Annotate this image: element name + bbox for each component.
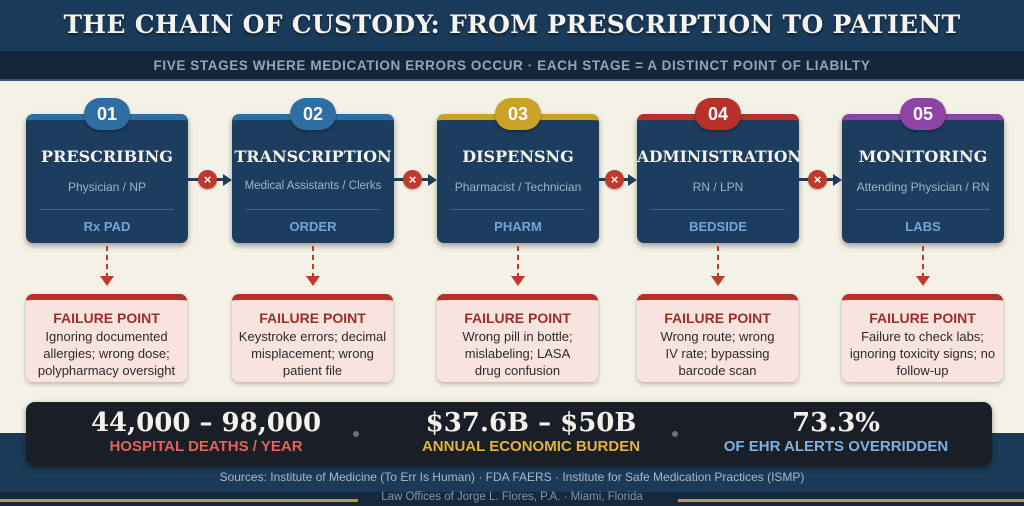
separator-dot	[353, 431, 359, 437]
stage-tag: PHARM	[494, 219, 542, 234]
connector-4-5: ×	[799, 170, 842, 189]
stage-card-prescribing: 01 PRESCRIBING Physician / NP Rx PAD	[26, 98, 188, 243]
stage-tag: BEDSIDE	[689, 219, 747, 234]
connector-2-3: ×	[394, 170, 437, 189]
firm-bar	[0, 492, 1024, 506]
stat-alerts: 73.3% OF EHR ALERTS OVERRIDDEN	[686, 408, 986, 456]
dashed-line	[922, 246, 924, 276]
stage-name: PRESCRIBING	[41, 147, 173, 166]
stat-deaths: 44,000 – 98,000 HOSPITAL DEATHS / YEAR	[56, 408, 356, 456]
dashed-line	[517, 246, 519, 276]
connector-3-4: ×	[599, 170, 637, 189]
divider	[246, 209, 380, 210]
stage-tag: Rx PAD	[83, 219, 131, 234]
dashed-line	[106, 246, 108, 276]
arrow-down-icon	[306, 276, 320, 286]
failure-text: Wrong pill in bottle; mislabeling; LASA …	[462, 329, 573, 378]
failure-title: FAILURE POINT	[53, 310, 160, 326]
subtitle-bar	[0, 51, 1024, 81]
gold-rule-right	[678, 499, 1024, 502]
arrow-down-icon	[511, 276, 525, 286]
arrow-right-icon	[428, 174, 437, 186]
stat-value: 73.3%	[791, 408, 881, 438]
stat-label: HOSPITAL DEATHS / YEAR	[109, 438, 303, 455]
failure-title: FAILURE POINT	[869, 310, 976, 326]
dashed-line	[717, 246, 719, 276]
failure-title: FAILURE POINT	[664, 310, 771, 326]
stage-role: Medical Assistants / Clerks	[244, 180, 382, 192]
page-title: THE CHAIN OF CUSTODY: FROM PRESCRIPTION …	[63, 10, 961, 39]
stage-number-badge: 01	[84, 98, 130, 130]
stat-label: OF EHR ALERTS OVERRIDDEN	[723, 438, 949, 455]
divider	[651, 209, 785, 210]
failure-title: FAILURE POINT	[259, 310, 366, 326]
stat-cost: $37.6B – $50B ANNUAL ECONOMIC BURDEN	[376, 408, 686, 456]
firm-name: Law Offices of Jorge L. Flores, P.A. · M…	[381, 491, 643, 503]
header-bar	[0, 0, 1024, 51]
arrow-down-icon	[711, 276, 725, 286]
stage-name: TRANSCRIPTION	[234, 147, 392, 166]
stage-card-dispensing: 03 DISPENSNG Pharmacist / Technician PHA…	[437, 98, 599, 243]
x-error-icon: ×	[403, 170, 422, 189]
failure-text: Keystroke errors; decimal misplacement; …	[238, 329, 387, 378]
failure-text: Failure to check labs; ignoring toxicity…	[849, 329, 996, 378]
stage-role: RN / LPN	[692, 180, 744, 194]
stage-number-badge: 04	[695, 98, 741, 130]
connector-1-2: ×	[188, 170, 232, 189]
arrow-down-icon	[100, 276, 114, 286]
stat-value: 44,000 – 98,000	[90, 408, 322, 438]
failure-title: FAILURE POINT	[464, 310, 571, 326]
stat-label: ANNUAL ECONOMIC BURDEN	[421, 438, 641, 455]
stage-role: Pharmacist / Technician	[454, 180, 582, 194]
stage-name: DISPENSNG	[462, 147, 574, 166]
stage-number-badge: 02	[290, 98, 336, 130]
failure-card-monitoring: FAILURE POINT Failure to check labs; ign…	[842, 294, 1003, 382]
divider	[451, 209, 585, 210]
divider	[40, 209, 174, 210]
x-error-icon: ×	[605, 170, 624, 189]
x-error-icon: ×	[808, 170, 827, 189]
stage-card-transcription: 02 TRANSCRIPTION Medical Assistants / Cl…	[232, 98, 394, 243]
stage-tag: ORDER	[289, 219, 337, 234]
arrow-right-icon	[223, 174, 232, 186]
page-subtitle: FIVE STAGES WHERE MEDICATION ERRORS OCCU…	[153, 58, 871, 73]
stage-card-monitoring: 05 MONITORING Attending Physician / RN L…	[842, 98, 1004, 243]
stage-tag: LABS	[905, 219, 941, 234]
gold-rule-left	[0, 499, 358, 502]
stage-card-administration: 04 ADMINISTRATION RN / LPN BEDSIDE	[637, 98, 802, 243]
sources-text: Sources: Institute of Medicine (To Err I…	[219, 470, 805, 484]
stage-name: ADMINISTRATION	[637, 147, 802, 166]
stage-role: Attending Physician / RN	[856, 180, 990, 194]
arrow-right-icon	[833, 174, 842, 186]
failure-card-administration: FAILURE POINT Wrong route; wrong IV rate…	[637, 294, 798, 382]
stage-number-badge: 05	[900, 98, 946, 130]
arrow-right-icon	[628, 174, 637, 186]
failure-card-transcription: FAILURE POINT Keystroke errors; decimal …	[232, 294, 393, 382]
stage-name: MONITORING	[858, 147, 988, 166]
failure-card-prescribing: FAILURE POINT Ignoring documented allerg…	[26, 294, 187, 382]
arrow-down-icon	[916, 276, 930, 286]
failure-text: Wrong route; wrong IV rate; bypassing ba…	[660, 329, 775, 378]
stat-value: $37.6B – $50B	[425, 408, 637, 438]
x-error-icon: ×	[198, 170, 217, 189]
stage-number-badge: 03	[495, 98, 541, 130]
divider	[856, 209, 990, 210]
dashed-line	[312, 246, 314, 276]
stage-role: Physician / NP	[67, 180, 147, 194]
failure-card-dispensing: FAILURE POINT Wrong pill in bottle; misl…	[437, 294, 598, 382]
stats-panel: 44,000 – 98,000 HOSPITAL DEATHS / YEAR $…	[26, 402, 992, 466]
separator-dot	[672, 431, 678, 437]
failure-text: Ignoring documented allergies; wrong dos…	[37, 329, 176, 378]
